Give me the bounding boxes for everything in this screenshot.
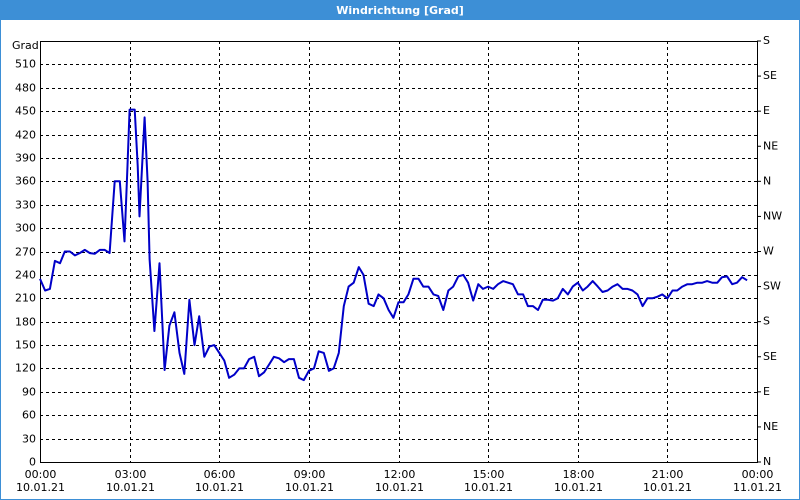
y-axis-label: Grad [12, 39, 39, 52]
y2-tick-label: E [763, 385, 770, 398]
y-tick-label: 60 [22, 409, 36, 422]
y-tick-label: 0 [29, 456, 36, 469]
data-line [39, 108, 748, 382]
y2-tick-label: E [763, 104, 770, 117]
y2-tick-label: SE [763, 69, 777, 82]
y2-tick-label: W [763, 245, 774, 258]
y2-tick-label: S [763, 34, 770, 47]
y2-tick-label: SE [763, 350, 777, 363]
y-tick-label: 240 [15, 269, 36, 282]
chart-title: Windrichtung [Grad] [336, 4, 464, 17]
y2-tick-label: N [763, 174, 771, 187]
y2-tick-label: NW [763, 209, 782, 222]
x-tick-label: 15:00 10.01.21 [464, 468, 513, 494]
y-tick-label: 450 [15, 105, 36, 118]
y-tick-label: 270 [15, 246, 36, 259]
y-tick-label: 300 [15, 222, 36, 235]
x-tick-label: 00:00 11.01.21 [733, 468, 782, 494]
y-tick-label: 90 [22, 386, 36, 399]
y2-tick-label: S [763, 315, 770, 328]
plot-frame [40, 41, 758, 463]
x-tick-label: 12:00 10.01.21 [375, 468, 424, 494]
y2-tick-label: NE [763, 139, 778, 152]
y-tick-label: 330 [15, 199, 36, 212]
y-tick-label: 180 [15, 316, 36, 329]
x-tick-label: 21:00 10.01.21 [643, 468, 692, 494]
x-tick-label: 03:00 10.01.21 [106, 468, 155, 494]
x-tick-label: 00:00 10.01.21 [16, 468, 65, 494]
y-tick-label: 360 [15, 175, 36, 188]
x-tick-label: 09:00 10.01.21 [285, 468, 334, 494]
y-tick-label: 120 [15, 362, 36, 375]
y-tick-label: 150 [15, 339, 36, 352]
y2-tick-label: N [763, 455, 771, 468]
x-tick-label: 18:00 10.01.21 [554, 468, 603, 494]
y-tick-label: 210 [15, 292, 36, 305]
y-tick-label: 480 [15, 82, 36, 95]
x-tick-label: 06:00 10.01.21 [195, 468, 244, 494]
y-tick-label: 390 [15, 152, 36, 165]
y-tick-label: 420 [15, 129, 36, 142]
y2-tick-label: SW [763, 280, 781, 293]
y-tick-label: 30 [22, 433, 36, 446]
y-tick-label: 510 [15, 58, 36, 71]
y2-tick-label: NE [763, 420, 778, 433]
title-bar [0, 0, 800, 20]
